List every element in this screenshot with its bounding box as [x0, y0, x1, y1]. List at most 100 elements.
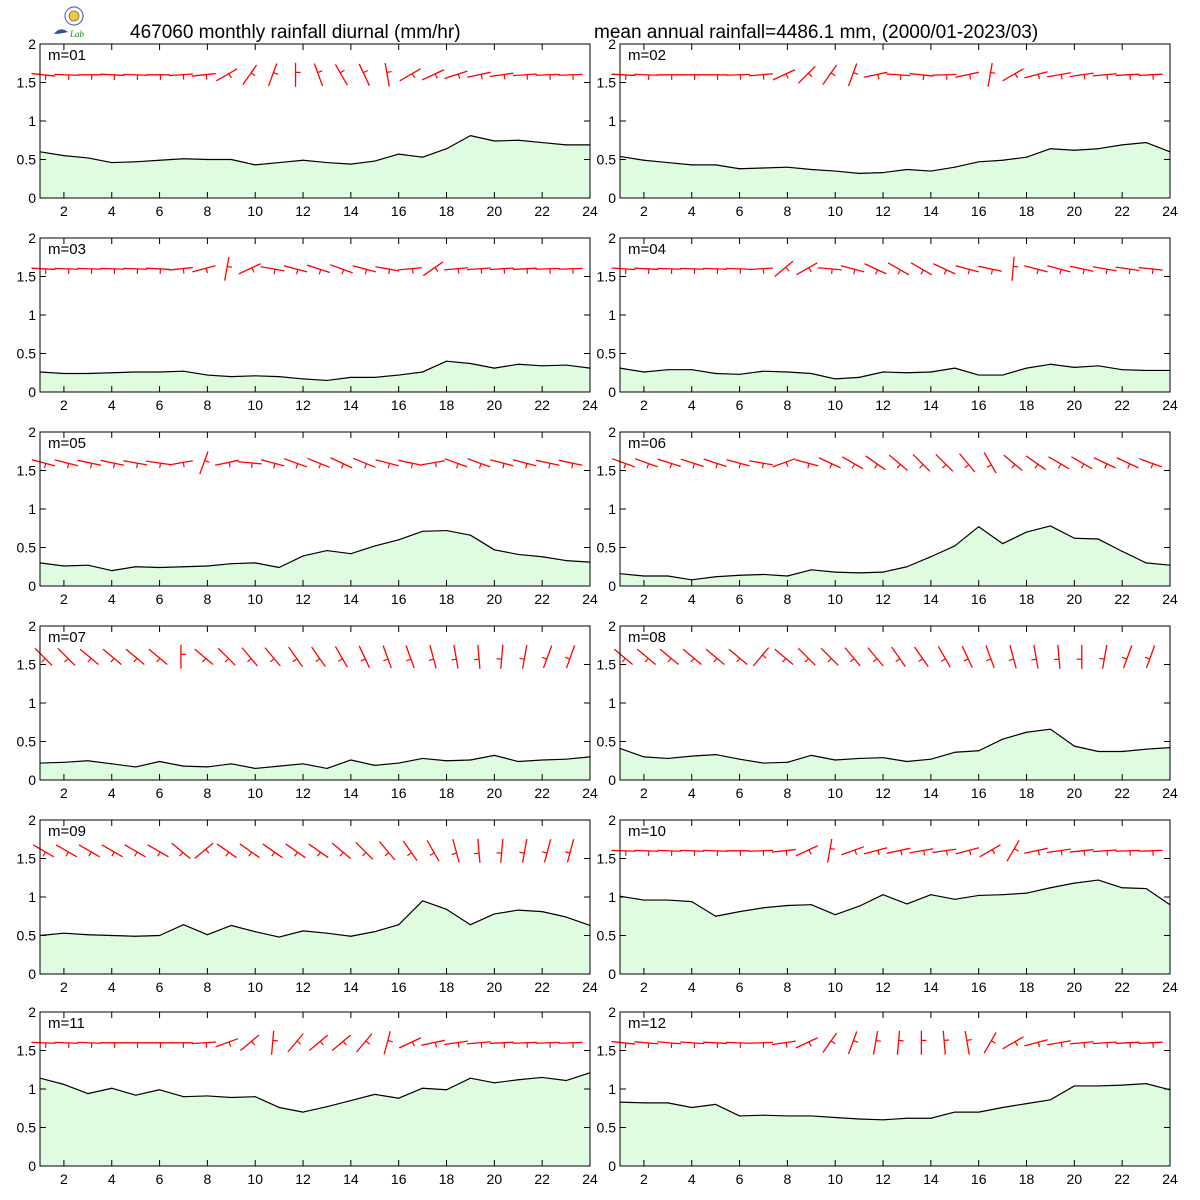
y-tick-label: 0	[28, 384, 36, 400]
rainfall-segment	[374, 762, 399, 766]
rainfall-point	[517, 139, 519, 141]
rainfall-point	[445, 529, 448, 532]
rainfall-segment	[326, 759, 352, 770]
x-tick-label: 16	[391, 979, 407, 995]
rainfall-point	[565, 916, 567, 918]
wind-barb	[54, 459, 79, 469]
rainfall-point	[158, 159, 161, 161]
x-tick-label: 10	[827, 785, 843, 801]
rainfall-segment	[135, 566, 160, 569]
wind-barb	[284, 458, 308, 469]
wind-barb	[726, 850, 751, 856]
rainfall-segment	[691, 576, 716, 581]
wind-barb	[1115, 849, 1140, 856]
x-tick-label: 24	[582, 203, 598, 219]
rainfall-point	[326, 379, 328, 382]
rainfall-segment	[39, 151, 65, 157]
wind-barb	[541, 645, 553, 669]
rainfall-point	[738, 168, 741, 170]
wind-barb	[682, 648, 702, 666]
rainfall-point	[643, 899, 645, 901]
rainfall-segment	[835, 1116, 860, 1120]
rainfall-point	[1097, 148, 1099, 150]
rainfall-segment	[350, 1093, 375, 1102]
rainfall-point	[254, 375, 256, 377]
wind-barb	[1099, 644, 1108, 669]
x-tick-label: 22	[1114, 785, 1130, 801]
rainfall-segment	[278, 555, 304, 569]
rainfall-point	[1049, 887, 1052, 889]
x-tick-label: 6	[156, 1171, 164, 1187]
rainfall-point	[738, 1115, 741, 1117]
wind-barb	[985, 645, 995, 669]
wind-barb	[100, 1042, 125, 1048]
wind-barb	[1069, 848, 1094, 856]
wind-barb	[867, 647, 884, 667]
wind-barb	[306, 264, 331, 275]
month-label: m=10	[628, 823, 666, 840]
rainfall-segment	[715, 372, 740, 375]
rainfall-segment	[39, 1077, 65, 1085]
rainfall-segment	[1074, 148, 1099, 151]
rainfall-segment	[835, 905, 860, 916]
wind-barb	[1011, 256, 1019, 281]
rainfall-point	[398, 1097, 400, 1099]
rainfall-point	[715, 164, 717, 166]
wind-barb	[260, 266, 285, 275]
rainfall-point	[350, 553, 352, 555]
wind-barb	[125, 648, 145, 666]
rainfall-point	[738, 373, 741, 375]
rainfall-area	[620, 729, 1170, 780]
rainfall-point	[469, 924, 472, 926]
wind-barb	[1139, 458, 1163, 469]
wind-barb	[421, 1039, 445, 1048]
wind-barb	[146, 74, 171, 80]
rainfall-point	[762, 370, 765, 372]
rainfall-segment	[1098, 1084, 1123, 1087]
wind-barb	[146, 267, 171, 274]
rainfall-point	[954, 367, 956, 369]
rainfall-segment	[183, 158, 208, 161]
rainfall-point	[302, 1111, 304, 1113]
y-tick-label: 0	[28, 966, 36, 982]
wind-barb	[680, 267, 705, 274]
rainfall-point	[1025, 367, 1028, 369]
x-tick-label: 8	[783, 979, 791, 995]
rainfall-point	[469, 1077, 472, 1079]
x-tick-label: 8	[203, 397, 211, 413]
rainfall-point	[254, 767, 256, 770]
panel-m-02: 00.511.522 4 6 8 10 12 14 16 18 20 22 24m=02	[597, 36, 1178, 219]
plot-frame	[39, 625, 591, 781]
rainfall-segment	[398, 371, 423, 376]
wind-barb	[535, 1041, 560, 1048]
rainfall-point	[1025, 531, 1028, 533]
y-tick-label: 2	[608, 812, 616, 828]
rainfall-area	[620, 1083, 1170, 1166]
rainfall-segment	[811, 372, 836, 380]
x-tick-label: 6	[736, 785, 744, 801]
rainfall-point	[906, 903, 908, 905]
x-tick-label: 2	[60, 1171, 68, 1187]
wind-barb	[216, 843, 237, 859]
rainfall-segment	[1074, 745, 1099, 753]
wind-barb	[77, 1041, 102, 1048]
rainfall-segment	[398, 153, 423, 158]
rainfall-segment	[518, 139, 543, 144]
y-tick-label: 1.5	[597, 851, 617, 867]
y-tick-label: 0	[28, 772, 36, 788]
wind-barb	[680, 458, 704, 469]
wind-barb	[657, 1041, 682, 1049]
rainfall-point	[1073, 537, 1075, 539]
y-tick-label: 1.5	[17, 463, 37, 479]
rainfall-point	[469, 759, 472, 761]
wind-barb	[1002, 1036, 1024, 1050]
rainfall-point	[715, 1103, 717, 1105]
wind-barb	[490, 459, 514, 469]
x-tick-label: 6	[156, 397, 164, 413]
wind-barb	[34, 647, 53, 666]
rainfall-segment	[39, 562, 64, 567]
rainfall-segment	[906, 556, 932, 568]
x-tick-label: 14	[923, 203, 939, 219]
wind-barb	[451, 644, 459, 669]
y-tick-label: 0	[28, 1158, 36, 1174]
